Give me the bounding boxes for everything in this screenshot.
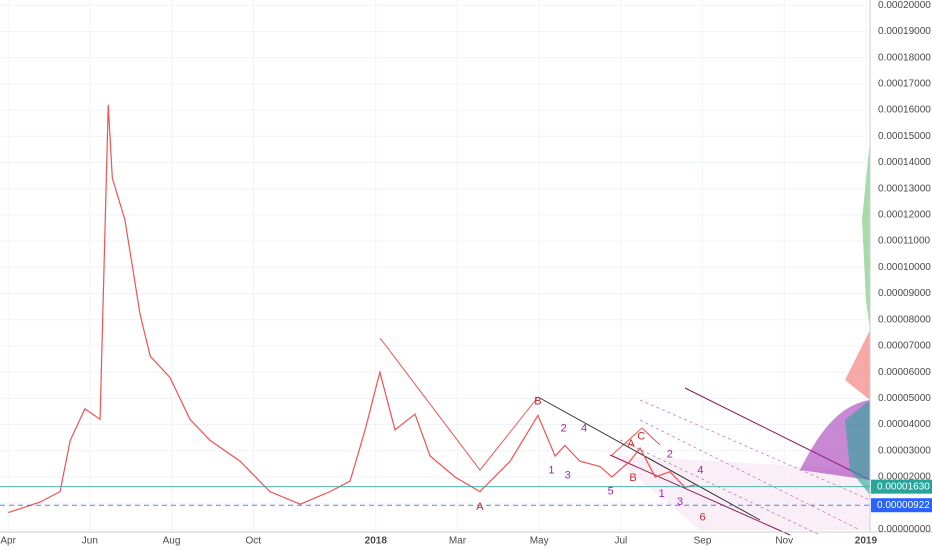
wave-label: 2 xyxy=(667,449,673,461)
y-tick-label: 0.00020000 xyxy=(878,0,931,11)
y-tick-label: 0.00010000 xyxy=(878,262,931,273)
wave-label: A xyxy=(476,501,484,513)
y-tick-label: 0.00012000 xyxy=(878,210,931,221)
wave-label: 6 xyxy=(699,511,705,523)
wave-label: 2 xyxy=(561,422,567,434)
wave-label: A xyxy=(627,438,635,450)
price-tag xyxy=(871,498,932,513)
channel-fill xyxy=(610,455,870,530)
y-tick-label: 0.00007000 xyxy=(878,341,931,352)
x-tick-label: Jun xyxy=(82,536,98,547)
y-tick-label: 0.00004000 xyxy=(878,419,931,430)
y-tick-label: 0.00017000 xyxy=(878,79,931,90)
x-tick-label: Sep xyxy=(694,536,712,547)
y-tick-label: 0.00005000 xyxy=(878,393,931,404)
volume-profile xyxy=(845,400,870,495)
trend-line xyxy=(537,396,761,521)
x-tick-label: Apr xyxy=(0,536,16,547)
x-tick-label: May xyxy=(530,536,549,547)
wave-label: 3 xyxy=(677,496,683,508)
wave-label: B xyxy=(629,472,636,484)
plot: A B 1 2 3 4 5 A B C 2 1 4 3 6 xyxy=(0,104,870,523)
price-tag xyxy=(871,479,932,494)
abc-wave xyxy=(379,337,661,471)
price-line xyxy=(7,104,696,514)
x-tick-label: 2018 xyxy=(365,536,388,547)
x-tick-label: Aug xyxy=(163,536,181,547)
wave-label: 4 xyxy=(697,464,703,476)
y-tick-label: 0.00003000 xyxy=(878,445,931,456)
volume-profile xyxy=(862,140,870,330)
y-tick-label: 0.00019000 xyxy=(878,26,931,37)
x-tick-label: Nov xyxy=(775,536,793,547)
x-tick-label: Oct xyxy=(245,536,261,547)
wave-label: 1 xyxy=(659,488,665,500)
price-tag-label: 0.00000922 xyxy=(877,500,930,511)
y-tick-label: 0.00014000 xyxy=(878,157,931,168)
wave-label: B xyxy=(534,396,541,408)
y-tick-label: 0.00002000 xyxy=(878,472,931,483)
x-tick-label: Jul xyxy=(614,536,627,547)
y-tick-label: 0.00000000 xyxy=(878,524,931,535)
wave-label: 4 xyxy=(581,422,587,434)
wave-label: C xyxy=(637,430,645,442)
x-tick-label: Mar xyxy=(449,536,467,547)
wave-label: 5 xyxy=(608,485,614,497)
y-tick-label: 0.00011000 xyxy=(878,236,931,247)
wave-label: 3 xyxy=(565,470,571,482)
channel-lines xyxy=(619,399,871,536)
volume-profile xyxy=(845,330,870,400)
y-tick-label: 0.00016000 xyxy=(878,105,931,116)
y-tick-label: 0.00013000 xyxy=(878,183,931,194)
wave-label: 1 xyxy=(548,464,554,476)
y-tick-label: 0.00018000 xyxy=(878,52,931,63)
y-tick-label: 0.00015000 xyxy=(878,131,931,142)
y-tick-label: 0.00009000 xyxy=(878,288,931,299)
price-tag-label: 0.00001630 xyxy=(877,481,930,492)
x-tick-label: 2019 xyxy=(855,536,878,547)
y-tick-label: 0.00008000 xyxy=(878,314,931,325)
y-tick-label: 0.00006000 xyxy=(878,367,931,378)
grid xyxy=(0,0,870,532)
